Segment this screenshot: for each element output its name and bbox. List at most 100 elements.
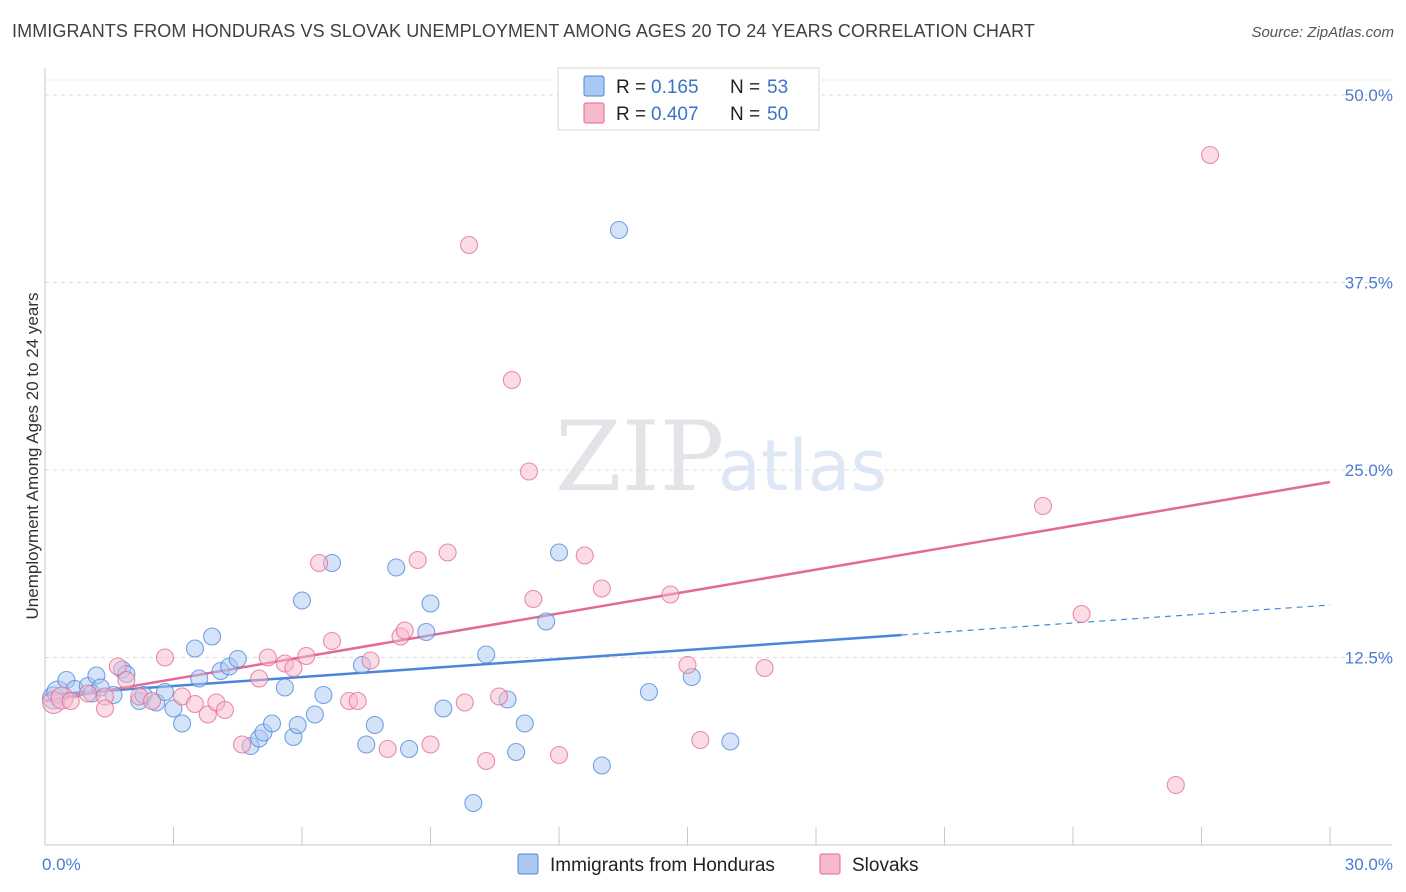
slovaks-point <box>143 691 162 711</box>
y-tick-label: 25.0% <box>1345 461 1393 480</box>
honduras-point <box>464 793 483 813</box>
slovaks-point <box>348 691 367 711</box>
x-tick-labels: 0.0% 30.0% <box>42 855 1393 874</box>
legend-r-label: R = <box>616 104 646 125</box>
honduras-point <box>507 742 526 762</box>
slovaks-point <box>575 546 594 565</box>
honduras-point <box>357 735 376 754</box>
honduras-point <box>609 220 629 240</box>
honduras-point <box>537 612 556 631</box>
honduras-point <box>592 756 611 775</box>
slovaks-point <box>661 585 680 604</box>
slovaks-point <box>215 700 234 720</box>
slovaks-point <box>421 735 440 754</box>
honduras-point <box>477 645 496 664</box>
slovaks-point <box>232 735 252 754</box>
honduras-point <box>190 669 209 688</box>
x-tick-label: 30.0% <box>1345 855 1393 874</box>
slovaks-point <box>117 670 136 690</box>
data-points <box>42 145 1220 813</box>
watermark-zip: ZIP <box>555 401 724 513</box>
honduras-point <box>400 739 419 759</box>
slovaks-point <box>108 657 127 676</box>
honduras-point <box>365 715 384 735</box>
y-tick-labels: 12.5% 25.0% 37.5% 50.0% <box>1345 86 1393 668</box>
slovaks-point <box>477 751 496 771</box>
honduras-trend-line <box>44 633 902 697</box>
honduras-point <box>639 682 659 702</box>
slovaks-point <box>250 669 269 688</box>
series-swatch-honduras <box>517 853 539 875</box>
slovaks-point <box>78 684 97 703</box>
honduras-point <box>173 714 192 733</box>
slovaks-point <box>1201 145 1220 165</box>
legend-r-label: R = <box>616 77 646 98</box>
slovaks-point <box>95 699 115 718</box>
slovaks-point <box>549 745 569 765</box>
slovaks-point <box>459 235 479 255</box>
legend-r-value: 0.407 <box>651 104 699 125</box>
honduras-point <box>314 685 333 705</box>
x-tick-label: 0.0% <box>42 855 81 874</box>
slovaks-point <box>524 589 543 609</box>
slovaks-point <box>519 462 539 481</box>
honduras-point <box>417 622 436 642</box>
honduras-point <box>203 627 222 646</box>
honduras-point <box>292 591 312 610</box>
watermark-atlas: atlas <box>718 425 887 507</box>
slovaks-point <box>155 648 174 667</box>
y-tick-label: 12.5% <box>1345 649 1393 668</box>
slovaks-point <box>361 651 380 670</box>
honduras-point <box>387 558 406 577</box>
gridlines <box>45 79 1392 658</box>
slovaks-point <box>1166 775 1185 795</box>
slovaks-point <box>489 687 509 706</box>
slovaks-point <box>691 730 710 750</box>
slovaks-point <box>297 646 316 666</box>
slovaks-point <box>284 658 303 678</box>
honduras-point <box>721 732 740 751</box>
honduras-point <box>262 714 282 733</box>
slovaks-point <box>185 694 204 714</box>
slovaks-point <box>378 739 397 759</box>
honduras-point <box>549 543 569 562</box>
slovaks-point <box>310 553 329 573</box>
honduras-point <box>421 594 440 613</box>
axes <box>44 68 1392 846</box>
slovaks-point <box>322 631 342 651</box>
chart-title: IMMIGRANTS FROM HONDURAS VS SLOVAK UNEMP… <box>12 21 1035 41</box>
legend-swatch-honduras <box>583 75 605 97</box>
slovaks-point <box>502 370 521 390</box>
slovaks-point <box>61 691 80 711</box>
honduras-point <box>185 639 204 658</box>
slovaks-point <box>678 655 697 675</box>
honduras-point <box>155 682 174 702</box>
honduras-point <box>434 699 453 718</box>
slovaks-point <box>592 579 611 598</box>
series-legend: Immigrants from Honduras Slovaks <box>517 853 919 876</box>
legend-n-value: 50 <box>767 104 788 125</box>
legend-r-value: 0.165 <box>651 77 699 98</box>
series-label-slovaks: Slovaks <box>852 855 919 876</box>
y-tick-label: 50.0% <box>1345 86 1393 105</box>
slovaks-point <box>755 658 774 678</box>
honduras-point <box>275 678 294 697</box>
slovaks-point <box>408 550 427 570</box>
slovaks-point <box>395 621 414 640</box>
trend-lines <box>44 480 1331 703</box>
honduras-point <box>305 705 324 724</box>
source-credit: Source: ZipAtlas.com <box>1251 24 1394 41</box>
series-label-honduras: Immigrants from Honduras <box>550 855 775 876</box>
legend-swatch-slovaks <box>583 102 605 124</box>
slovaks-trend-line <box>44 480 1331 703</box>
slovaks-point <box>1072 604 1091 624</box>
honduras-point <box>228 649 247 669</box>
honduras-point <box>515 714 534 733</box>
y-tick-label: 37.5% <box>1345 274 1393 293</box>
slovaks-point <box>1033 496 1053 516</box>
legend-n-value: 53 <box>767 77 788 98</box>
honduras-point <box>288 715 307 735</box>
y-axis-label: Unemployment Among Ages 20 to 24 years <box>23 293 42 620</box>
series-swatch-slovaks <box>819 853 841 875</box>
